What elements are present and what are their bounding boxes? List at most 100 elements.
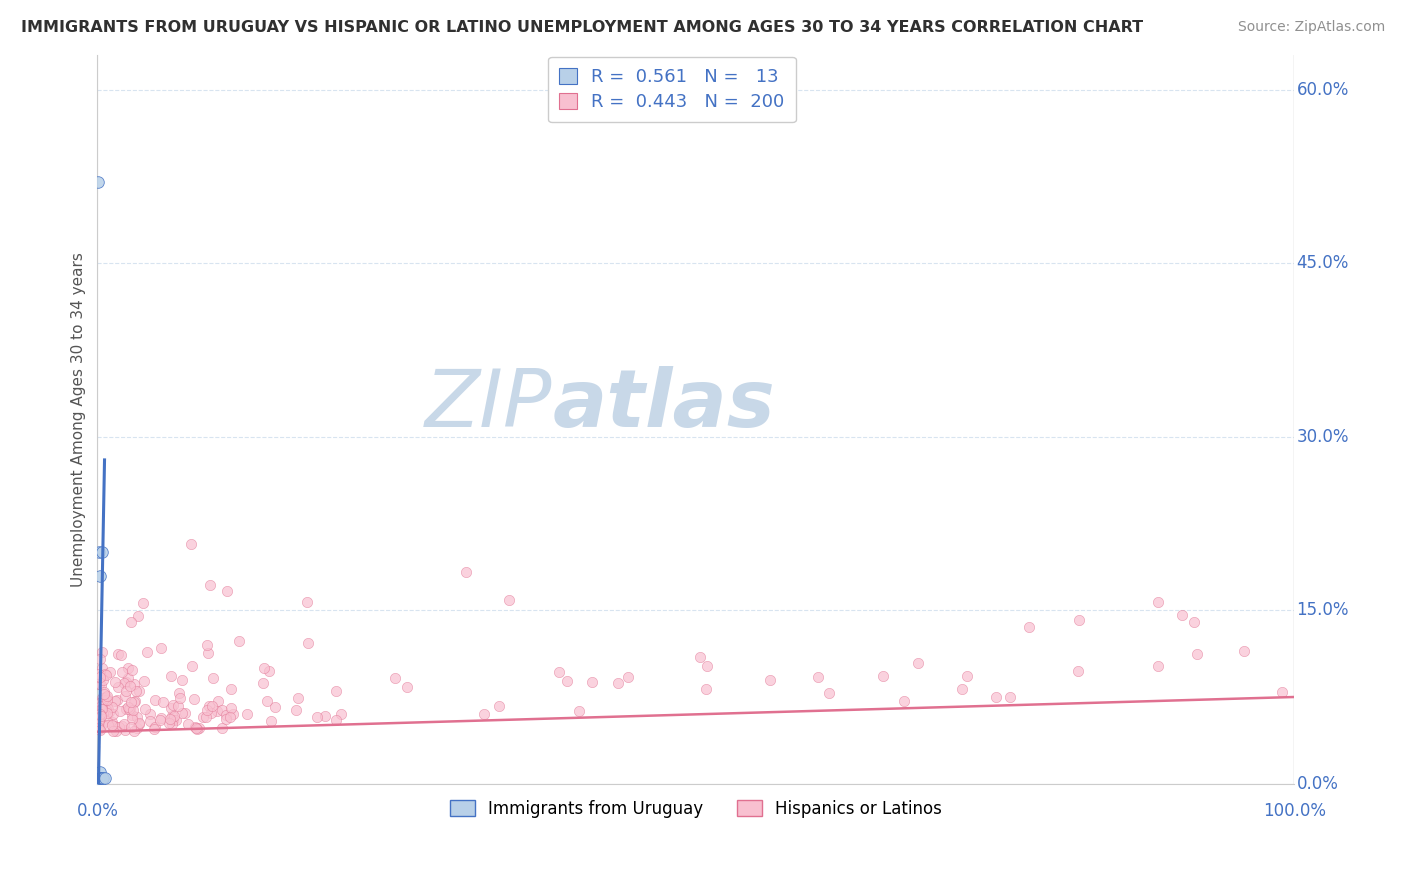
Point [112,716,135,731]
Point [117,700,139,714]
Point [94,691,117,706]
Point [87,667,110,681]
Point [818,686,841,700]
Text: 0.0%: 0.0% [76,802,118,820]
Point [284,703,307,717]
Point [488,698,510,713]
Point [950,681,973,696]
Point [89,652,111,666]
Point [207,704,229,718]
Point [201,698,224,713]
Point [162,713,184,727]
Point [87,777,110,791]
Point [103,724,125,739]
Point [215,712,238,726]
Point [214,708,236,723]
Point [217,584,239,599]
Point [96,690,118,704]
Point [91,771,114,785]
Point [90,545,112,559]
Point [93,687,115,701]
Point [121,663,143,677]
Point [96,714,118,728]
Point [174,706,197,721]
Point [101,718,124,732]
Point [96,690,118,704]
Point [90,677,112,691]
Point [211,721,233,735]
Point [893,693,915,707]
Point [456,565,478,579]
Point [188,721,211,735]
Point [108,720,131,734]
Point [581,675,603,690]
Point [122,677,145,691]
Point [118,701,141,715]
Point [114,674,136,689]
Point [166,699,188,714]
Point [548,665,571,679]
Point [120,615,142,629]
Point [1271,685,1294,699]
Point [395,680,418,694]
Point [97,705,120,719]
Point [90,695,112,709]
Point [207,693,229,707]
Point [108,704,131,718]
Point [94,668,117,682]
Point [124,694,146,708]
Point [287,690,309,705]
Point [160,669,183,683]
Point [1146,595,1168,609]
Point [138,714,160,729]
Point [325,684,347,698]
Point [96,692,118,706]
Point [162,698,184,712]
Point [695,681,717,696]
Point [807,670,830,684]
Point [169,691,191,706]
Point [136,645,159,659]
Point [330,706,353,721]
Point [211,703,233,717]
Point [89,669,111,683]
Point [87,715,110,730]
Point [472,706,495,721]
Point [107,647,129,661]
Legend: Immigrants from Uruguay, Hispanics or Latinos: Immigrants from Uruguay, Hispanics or La… [441,792,950,826]
Point [498,592,520,607]
Point [101,714,124,729]
Point [256,694,278,708]
Point [219,701,242,715]
Point [314,709,336,723]
Point [165,713,187,727]
Point [89,723,111,737]
Point [197,699,219,714]
Point [170,673,193,688]
Point [127,608,149,623]
Point [117,671,139,685]
Point [142,722,165,736]
Point [104,694,127,708]
Text: Source: ZipAtlas.com: Source: ZipAtlas.com [1237,20,1385,34]
Point [87,677,110,691]
Point [125,683,148,698]
Y-axis label: Unemployment Among Ages 30 to 34 years: Unemployment Among Ages 30 to 34 years [72,252,86,587]
Point [157,715,180,730]
Point [186,722,208,736]
Point [103,719,125,733]
Point [90,717,112,731]
Point [87,714,110,729]
Point [90,771,112,785]
Point [1232,644,1254,658]
Point [97,702,120,716]
Text: 15.0%: 15.0% [1296,601,1348,619]
Point [1066,665,1088,679]
Point [1171,607,1194,622]
Point [96,706,118,720]
Point [607,676,630,690]
Point [128,684,150,698]
Point [201,671,224,685]
Point [89,765,111,780]
Point [127,721,149,735]
